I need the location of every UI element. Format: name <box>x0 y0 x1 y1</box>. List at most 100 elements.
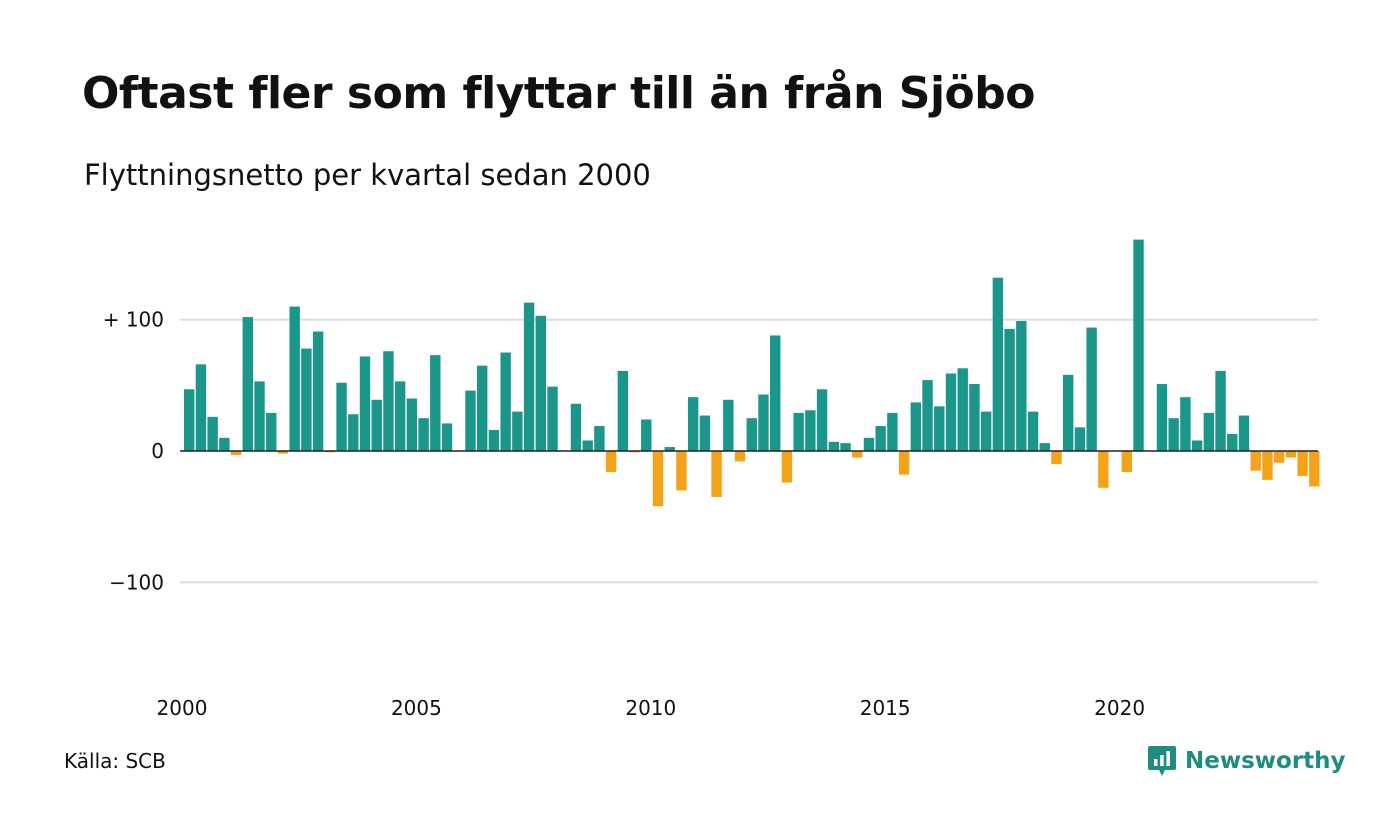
source-note: Källa: SCB <box>64 749 166 773</box>
bar <box>816 389 828 451</box>
bar <box>1121 451 1132 473</box>
bar <box>301 348 312 451</box>
bar <box>371 399 382 451</box>
brand-name: Newsworthy <box>1185 748 1346 774</box>
bar <box>582 440 593 451</box>
tick-labels: + 100 0 −100 2000 2005 2010 2015 2020 <box>103 308 1145 720</box>
bar <box>1004 328 1015 451</box>
grid-lines <box>180 318 1318 584</box>
bar <box>641 419 652 451</box>
bar <box>289 306 300 451</box>
bar <box>793 412 804 451</box>
bar <box>770 335 781 451</box>
bar <box>605 451 617 473</box>
bar <box>957 368 968 451</box>
bar <box>441 423 453 451</box>
x-tick-label: 2015 <box>860 696 911 720</box>
bar <box>312 331 324 451</box>
bar <box>1227 433 1238 451</box>
bar <box>477 365 488 451</box>
bar <box>359 356 371 451</box>
y-tick-label: 0 <box>151 439 164 463</box>
bar <box>184 389 195 451</box>
bar <box>723 399 734 451</box>
y-tick-label: + 100 <box>103 308 164 332</box>
bar <box>230 451 242 455</box>
bar <box>1180 397 1191 451</box>
chart-title: Oftast fler som flyttar till än från Sjö… <box>82 68 1036 119</box>
chart-subtitle: Flyttningsnetto per kvartal sedan 2000 <box>84 158 651 192</box>
bar <box>336 382 347 451</box>
bar <box>781 451 793 483</box>
bar <box>1039 443 1050 451</box>
bar <box>687 397 699 451</box>
bar <box>547 386 558 451</box>
bar <box>1027 411 1039 451</box>
chart-speech-bubble-icon <box>1148 746 1176 776</box>
bar <box>207 416 218 451</box>
bar <box>535 315 546 451</box>
bar <box>1016 321 1027 451</box>
bar <box>266 412 277 451</box>
bar <box>828 441 839 451</box>
bar <box>195 364 207 451</box>
bar <box>1297 451 1308 476</box>
bar <box>512 411 523 451</box>
bar <box>1285 451 1297 458</box>
bar <box>430 355 441 451</box>
bar <box>652 451 664 507</box>
bar <box>875 426 886 451</box>
bar <box>1191 440 1203 451</box>
bar <box>945 373 957 451</box>
bar <box>805 410 816 451</box>
bar <box>852 451 863 458</box>
bar <box>1168 418 1179 451</box>
bar <box>1051 451 1062 465</box>
bar <box>277 451 289 454</box>
bar <box>746 418 757 451</box>
bar <box>934 406 945 451</box>
bar <box>711 451 722 497</box>
bar <box>348 414 359 451</box>
bar <box>1098 451 1109 488</box>
bar <box>465 390 476 451</box>
bar <box>1250 451 1261 471</box>
bar <box>570 403 582 451</box>
bar <box>1309 451 1320 487</box>
bar <box>898 451 910 475</box>
bar <box>523 302 535 451</box>
bar <box>1273 451 1285 463</box>
bars <box>184 239 1320 507</box>
x-tick-label: 2000 <box>157 696 208 720</box>
bar <box>980 411 992 451</box>
x-tick-label: 2020 <box>1094 696 1145 720</box>
bar <box>1063 374 1074 451</box>
bar <box>418 418 429 451</box>
bar <box>758 394 769 451</box>
brand-logo[interactable]: Newsworthy <box>1147 744 1346 778</box>
bar <box>1156 384 1168 451</box>
bar <box>1133 239 1144 451</box>
bar <box>887 412 898 451</box>
bar <box>734 451 746 462</box>
x-tick-label: 2010 <box>625 696 676 720</box>
bar <box>617 370 629 451</box>
bar <box>922 380 933 451</box>
bar <box>992 277 1004 451</box>
bar <box>219 437 230 451</box>
bar <box>840 443 851 451</box>
bar <box>406 398 418 451</box>
bar <box>699 415 711 451</box>
bar-chart: + 100 0 −100 2000 2005 2010 2015 2020 <box>103 239 1320 720</box>
bar <box>254 381 265 451</box>
bar <box>488 429 500 451</box>
bar <box>500 352 511 451</box>
bar <box>594 426 605 451</box>
bar <box>910 402 922 451</box>
y-tick-label: −100 <box>109 570 164 594</box>
bar <box>383 351 394 451</box>
bar <box>1086 327 1097 451</box>
bar <box>664 447 675 451</box>
bar <box>1074 427 1086 451</box>
bar <box>969 384 980 451</box>
